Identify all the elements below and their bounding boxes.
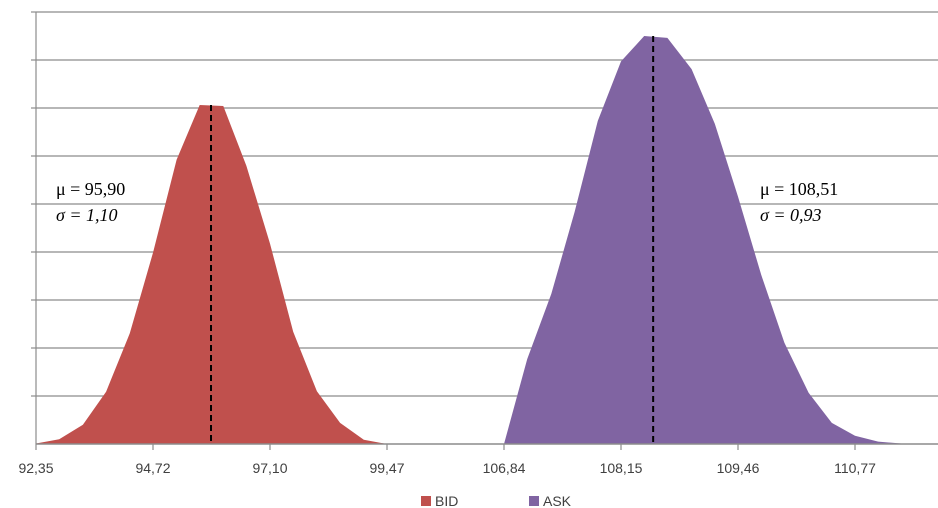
bid-stats-annotation: μ = 95,90 σ = 1,10 [56, 179, 125, 225]
x-tick-label: 97,10 [252, 460, 287, 476]
legend-swatch-bid [421, 496, 431, 506]
mean-lines [210, 36, 655, 444]
x-tick-label: 108,15 [600, 460, 643, 476]
plot-areas [36, 36, 926, 444]
bid-std-label: σ = 1,10 [56, 205, 118, 225]
x-tick-label: 106,84 [483, 460, 526, 476]
x-tick-label: 110,77 [834, 460, 876, 476]
x-tick-label: 94,72 [135, 460, 170, 476]
legend-swatch-ask [529, 496, 539, 506]
axes [35, 12, 938, 445]
legend: BID ASK [421, 493, 572, 508]
ask-std-label: σ = 0,93 [760, 205, 822, 225]
x-tick-label: 92,35 [18, 460, 53, 476]
area-bid [36, 105, 387, 444]
x-tick-labels: 92,35 94,72 97,10 99,47 106,84 108,15 109,46 11… [18, 444, 876, 476]
legend-label-ask: ASK [543, 493, 572, 508]
bid-mean-label: μ = 95,90 [56, 179, 125, 199]
area-ask [504, 36, 926, 444]
ask-stats-annotation: μ = 108,51 σ = 0,93 [760, 179, 838, 225]
x-tick-label: 99,47 [369, 460, 404, 476]
ask-mean-label: μ = 108,51 [760, 179, 838, 199]
x-tick-label: 109,46 [717, 460, 760, 476]
legend-label-bid: BID [435, 493, 458, 508]
